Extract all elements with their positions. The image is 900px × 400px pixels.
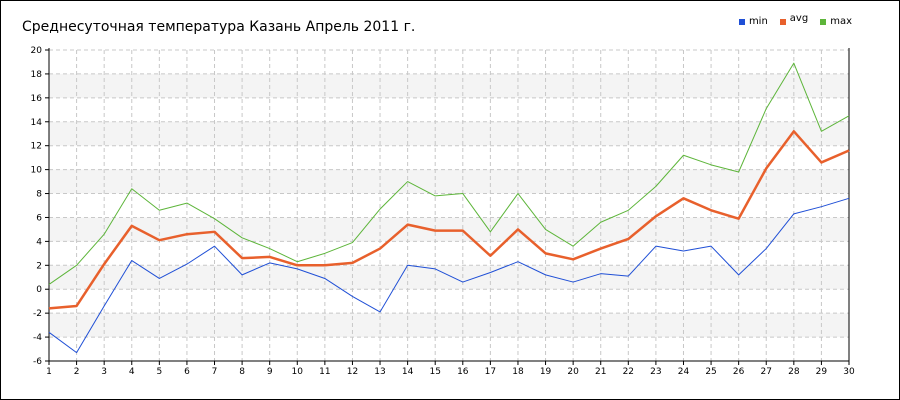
legend-item-min: min <box>738 16 768 27</box>
y-tick-label: 6 <box>36 213 42 223</box>
x-tick-label: 28 <box>788 367 800 377</box>
y-tick-label: -4 <box>33 333 42 343</box>
x-tick-label: 3 <box>101 367 107 377</box>
x-tick-label: 6 <box>184 367 190 377</box>
chart-title: Среднесуточная температура Казань Апрель… <box>22 19 416 35</box>
x-tick-label: 24 <box>678 367 690 377</box>
y-tick-label: 10 <box>31 166 43 176</box>
x-tick-label: 5 <box>156 367 162 377</box>
x-tick-label: 27 <box>761 367 772 377</box>
y-tick-label: 14 <box>31 118 43 128</box>
series-lines <box>48 62 850 354</box>
series-line-min <box>48 197 850 354</box>
legend-label-max: max <box>830 16 852 27</box>
x-tick-label: 20 <box>567 367 579 377</box>
x-tick-label: 9 <box>267 367 273 377</box>
y-tick-label: 0 <box>36 285 42 295</box>
y-tick-label: 8 <box>36 190 42 200</box>
x-tick-label: 8 <box>239 367 245 377</box>
x-tick-label: 22 <box>623 367 634 377</box>
x-tick-label: 2 <box>74 367 80 377</box>
grid-band <box>49 313 849 338</box>
x-tick-label: 11 <box>319 367 330 377</box>
x-tick-label: 21 <box>595 367 606 377</box>
legend-item-avg: avg <box>779 13 809 27</box>
y-tick-label: 16 <box>31 94 43 104</box>
grid-band <box>49 73 849 98</box>
y-tick-label: -2 <box>33 309 42 319</box>
x-tick-label: 16 <box>457 367 469 377</box>
x-tick-label: 17 <box>485 367 496 377</box>
y-tick-label: -6 <box>33 357 42 367</box>
chart-legend: min avg max <box>738 13 852 27</box>
x-tick-label: 1 <box>46 367 52 377</box>
legend-label-min: min <box>748 16 768 27</box>
x-tick-label: 25 <box>705 367 716 377</box>
y-tick-label: 2 <box>36 261 42 271</box>
legend-swatch-max <box>820 18 827 25</box>
y-tick-label: 12 <box>31 142 42 152</box>
legend-swatch-min <box>738 18 745 25</box>
y-tick-label: 20 <box>31 46 43 56</box>
grid-band <box>49 121 849 146</box>
x-tick-label: 14 <box>402 367 414 377</box>
legend-label-avg: avg <box>789 13 809 24</box>
x-tick-label: 19 <box>540 367 552 377</box>
x-tick-label: 4 <box>129 367 135 377</box>
x-tick-label: 29 <box>816 367 828 377</box>
legend-swatch-avg <box>779 18 786 25</box>
x-tick-label: 30 <box>843 367 855 377</box>
grid-band <box>49 169 849 194</box>
x-tick-label: 23 <box>650 367 661 377</box>
axes <box>45 48 850 365</box>
x-tick-label: 15 <box>429 367 440 377</box>
y-tick-label: 4 <box>36 237 42 247</box>
series-line-avg <box>48 130 850 310</box>
y-tick-label: 18 <box>31 70 43 80</box>
x-tick-label: 18 <box>512 367 524 377</box>
x-tick-label: 26 <box>733 367 745 377</box>
grid-band <box>49 265 849 290</box>
grid-lines <box>48 49 850 362</box>
grid-bands <box>49 73 849 338</box>
legend-item-max: max <box>820 16 852 27</box>
x-tick-label: 10 <box>292 367 304 377</box>
series-line-max <box>48 62 850 285</box>
x-tick-label: 7 <box>212 367 218 377</box>
x-tick-label: 12 <box>347 367 358 377</box>
x-tick-label: 13 <box>374 367 385 377</box>
